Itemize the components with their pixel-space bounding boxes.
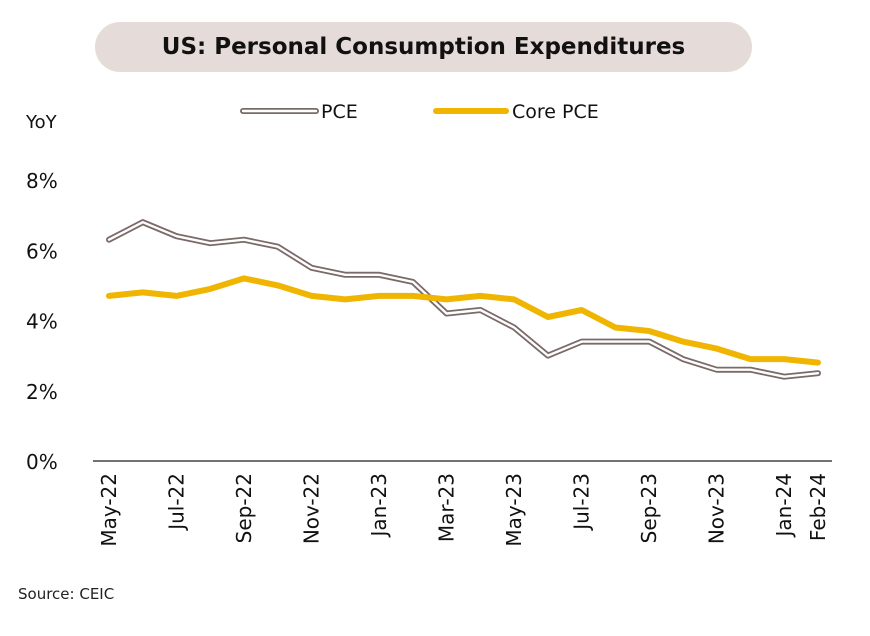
x-tick-label: Jul-23 — [570, 473, 594, 532]
source-note: Source: CEIC — [18, 585, 115, 603]
x-tick-label: Jan-23 — [367, 473, 391, 539]
series-line-pce — [107, 220, 820, 378]
chart-title: US: Personal Consumption Expenditures — [161, 34, 686, 60]
x-tick-label: Sep-22 — [232, 473, 256, 543]
x-tick-label: Sep-23 — [637, 473, 661, 543]
x-tick-label: Feb-24 — [806, 473, 830, 541]
x-tick-label: Jul-22 — [165, 473, 189, 532]
y-tick-label: 6% — [26, 239, 58, 263]
x-tick-label: May-22 — [97, 473, 121, 547]
legend-label-pce: PCE — [321, 101, 358, 123]
y-tick-label: 8% — [26, 169, 58, 193]
series-line-core-pce — [106, 275, 821, 366]
x-tick-label: Nov-22 — [300, 473, 324, 544]
legend-label-core-pce: Core PCE — [512, 101, 599, 123]
x-tick-label: Jan-24 — [772, 473, 796, 539]
chart-title-pill: US: Personal Consumption Expenditures — [95, 22, 752, 72]
x-tick-label: Nov-23 — [705, 473, 729, 544]
y-axis-label: YoY — [25, 112, 58, 133]
y-tick-label: 0% — [26, 450, 58, 474]
y-tick-label: 2% — [26, 380, 58, 404]
x-tick-label: May-23 — [502, 473, 526, 547]
x-tick-label: Mar-23 — [435, 473, 459, 542]
y-tick-label: 4% — [26, 310, 58, 334]
